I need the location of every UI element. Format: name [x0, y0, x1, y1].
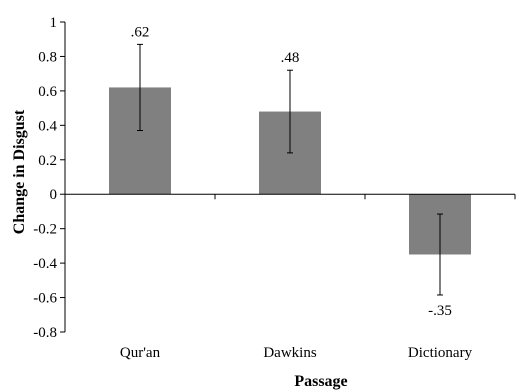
y-tick-label: 0.8 [38, 49, 57, 65]
error-bars [137, 43, 443, 296]
y-tick-label: -0.4 [33, 256, 57, 272]
data-labels: .62 .48 -.35 [131, 24, 452, 319]
x-tick-label: Dawkins [263, 345, 316, 361]
y-tick-label: 0.6 [38, 84, 57, 100]
y-axis-ticks: -0.8 -0.6 -0.4 -0.2 0 0.2 0.4 0.6 0.8 1 [33, 15, 65, 341]
data-label: .48 [281, 50, 300, 66]
y-tick-label: -0.2 [33, 222, 57, 238]
y-tick-label: 1 [50, 15, 58, 31]
data-label: .62 [131, 24, 150, 40]
y-tick-label: -0.8 [33, 325, 57, 341]
y-axis-title: Change in Disgust [11, 109, 28, 234]
y-tick-label: 0 [50, 187, 58, 203]
x-axis-tick-labels: Qur'an Dawkins Dictionary [120, 345, 473, 361]
x-axis-title: Passage [294, 373, 347, 390]
x-tick-label: Qur'an [120, 345, 161, 361]
y-tick-label: -0.6 [33, 291, 57, 307]
y-tick-label: 0.2 [38, 153, 57, 169]
data-label: -.35 [428, 303, 452, 319]
axes [64, 22, 516, 332]
y-tick-label: 0.4 [38, 118, 57, 134]
x-tick-label: Dictionary [408, 345, 473, 361]
